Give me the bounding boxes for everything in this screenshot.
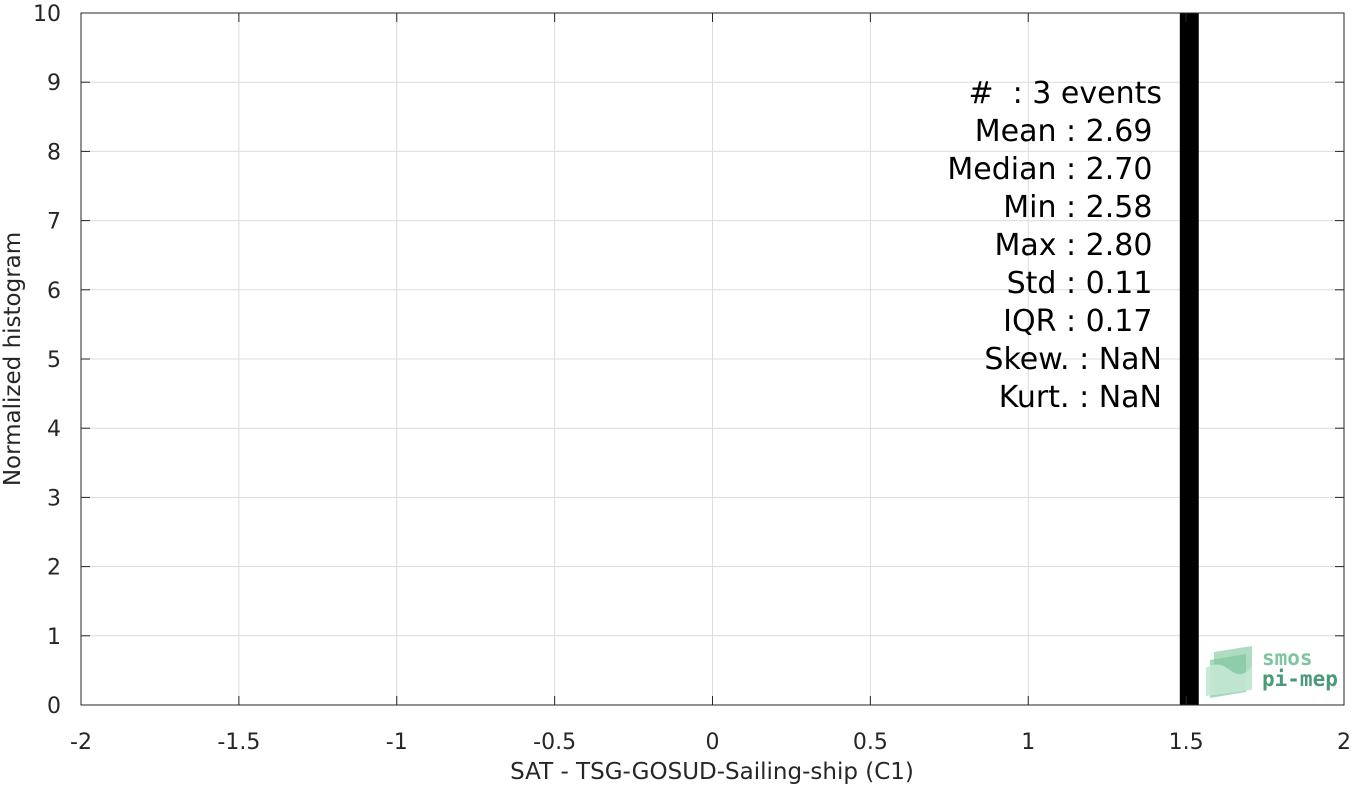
y-tick-label: 10 bbox=[33, 2, 61, 27]
y-tick-label: 9 bbox=[47, 71, 61, 96]
stat-line: Kurt. : NaN bbox=[999, 380, 1162, 415]
bars bbox=[1179, 13, 1199, 705]
histogram-bar bbox=[1179, 13, 1199, 705]
x-axis-ticks: -2 -1.5 -1 -0.5 0 0.5 1 1.5 2 bbox=[70, 13, 1351, 755]
x-tick-label: 0 bbox=[706, 730, 720, 755]
y-tick-label: 2 bbox=[47, 556, 61, 581]
logo-text-pi-mep: pi-mep bbox=[1262, 667, 1338, 691]
stat-line: Min : 2.58 bbox=[1003, 190, 1162, 225]
x-tick-label: 1.5 bbox=[1169, 730, 1204, 755]
x-tick-label: -1.5 bbox=[217, 730, 260, 755]
stat-line: Std : 0.11 bbox=[1007, 266, 1162, 301]
y-tick-label: 4 bbox=[47, 417, 61, 442]
stat-line: # : 3 events bbox=[968, 76, 1162, 111]
stat-line: IQR : 0.17 bbox=[1003, 304, 1162, 339]
y-axis-label: Normalized histogram bbox=[0, 232, 26, 486]
x-axis-label: SAT - TSG-GOSUD-Sailing-ship (C1) bbox=[510, 759, 914, 785]
y-tick-label: 5 bbox=[47, 348, 61, 373]
stat-line: Skew. : NaN bbox=[984, 342, 1162, 377]
y-tick-label: 6 bbox=[47, 279, 61, 304]
x-tick-label: -2 bbox=[70, 730, 92, 755]
y-tick-label: 3 bbox=[47, 486, 61, 511]
stat-line: Max : 2.80 bbox=[994, 228, 1162, 263]
x-tick-label: 2 bbox=[1337, 730, 1351, 755]
x-tick-label: -0.5 bbox=[533, 730, 576, 755]
grid-lines bbox=[80, 12, 1345, 706]
x-tick-label: 0.5 bbox=[853, 730, 888, 755]
y-tick-label: 1 bbox=[47, 625, 61, 650]
logo-waves-icon bbox=[1206, 646, 1252, 698]
y-tick-label: 0 bbox=[47, 694, 61, 719]
x-tick-label: -1 bbox=[386, 730, 408, 755]
x-tick-label: 1 bbox=[1021, 730, 1035, 755]
logo-text-smos: smos bbox=[1262, 646, 1313, 670]
y-tick-label: 7 bbox=[47, 210, 61, 235]
smos-pi-mep-logo: smos pi-mep bbox=[1206, 646, 1338, 698]
stat-line: Mean : 2.69 bbox=[975, 114, 1162, 149]
stat-line: Median : 2.70 bbox=[947, 152, 1162, 187]
y-tick-label: 8 bbox=[47, 140, 61, 165]
y-axis-ticks: 0 1 2 3 4 5 6 7 8 9 10 bbox=[33, 2, 1344, 719]
